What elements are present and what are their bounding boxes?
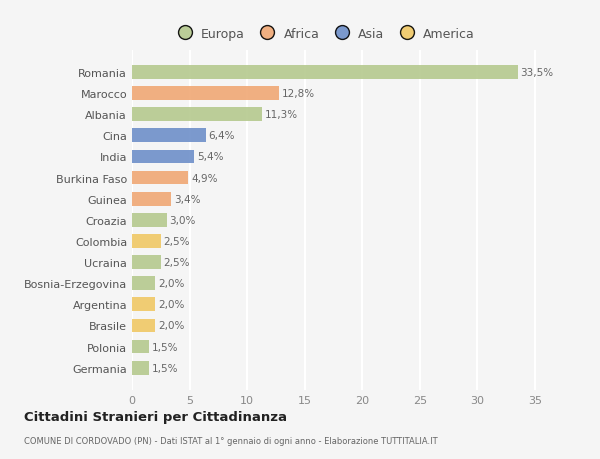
Bar — [132, 235, 161, 248]
Bar — [132, 150, 194, 164]
Bar — [132, 66, 518, 79]
Bar — [132, 213, 167, 227]
Text: COMUNE DI CORDOVADO (PN) - Dati ISTAT al 1° gennaio di ogni anno - Elaborazione : COMUNE DI CORDOVADO (PN) - Dati ISTAT al… — [24, 436, 437, 445]
Text: 2,0%: 2,0% — [158, 321, 184, 330]
Bar — [132, 171, 188, 185]
Text: 2,0%: 2,0% — [158, 300, 184, 310]
Bar — [132, 319, 155, 333]
Text: 1,5%: 1,5% — [152, 342, 179, 352]
Text: Cittadini Stranieri per Cittadinanza: Cittadini Stranieri per Cittadinanza — [24, 410, 287, 423]
Bar — [132, 256, 161, 269]
Text: 33,5%: 33,5% — [521, 68, 554, 78]
Text: 4,9%: 4,9% — [191, 173, 218, 183]
Text: 11,3%: 11,3% — [265, 110, 298, 120]
Bar — [132, 277, 155, 291]
Text: 2,0%: 2,0% — [158, 279, 184, 289]
Text: 1,5%: 1,5% — [152, 363, 179, 373]
Text: 2,5%: 2,5% — [164, 257, 190, 268]
Bar — [132, 340, 149, 353]
Text: 5,4%: 5,4% — [197, 152, 224, 162]
Bar — [132, 87, 280, 101]
Text: 12,8%: 12,8% — [282, 89, 316, 99]
Bar — [132, 192, 171, 206]
Text: 3,0%: 3,0% — [169, 215, 196, 225]
Bar — [132, 129, 206, 143]
Text: 3,4%: 3,4% — [174, 194, 200, 204]
Text: 2,5%: 2,5% — [164, 236, 190, 246]
Bar — [132, 298, 155, 312]
Legend: Europa, Africa, Asia, America: Europa, Africa, Asia, America — [167, 23, 480, 46]
Bar — [132, 361, 149, 375]
Text: 6,4%: 6,4% — [209, 131, 235, 141]
Bar — [132, 108, 262, 122]
